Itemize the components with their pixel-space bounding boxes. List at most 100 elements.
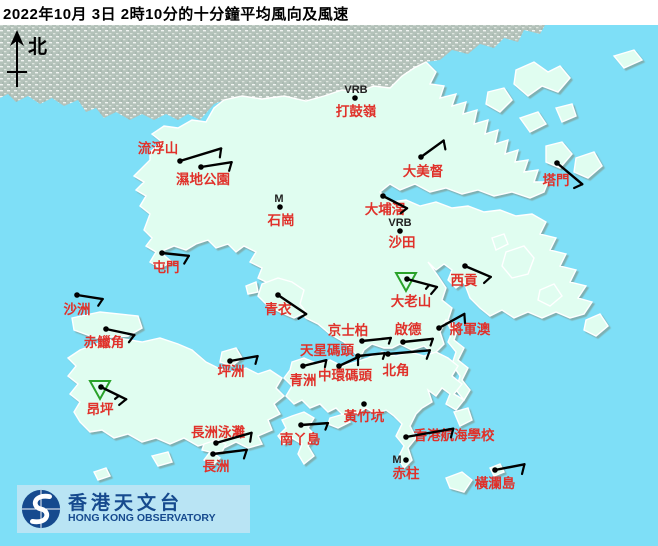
wind-station-label: 京士柏 (328, 322, 369, 338)
wind-station-symbol (213, 431, 253, 446)
station-name-label: 赤柱 (393, 465, 420, 481)
station-name-label: 石崗 (267, 212, 295, 228)
wind-station-symbol: VRB (388, 217, 412, 234)
wind-barb-feather (218, 147, 223, 159)
wind-station-label: 大埔滘 (365, 201, 406, 217)
station-dot (177, 158, 183, 164)
station-status-marker: VRB (388, 217, 411, 229)
wind-barb-shaft (360, 336, 393, 343)
station-dot (352, 95, 358, 101)
wind-barb-feather (297, 312, 308, 320)
wind-station-label: 赤鱲角 (84, 334, 125, 350)
wind-barb-shaft (160, 251, 191, 258)
wind-station-symbol (403, 427, 455, 440)
wind-station-symbol (462, 263, 492, 285)
wind-station-label: 濕地公園 (176, 171, 230, 187)
wind-barb-shaft (437, 312, 466, 330)
wind-barb-feather (573, 183, 584, 190)
station-dot (397, 228, 403, 234)
wind-station-symbol (418, 139, 447, 160)
station-dot (300, 363, 306, 369)
wind-barb-feather (183, 254, 190, 265)
station-name-label: 大美督 (403, 163, 444, 179)
station-name-label: 赤鱲角 (84, 334, 125, 350)
wind-barb-shaft (214, 431, 253, 445)
wind-barb-shaft (276, 293, 308, 316)
wind-station-label: 橫瀾島 (475, 475, 516, 491)
wind-station-symbol (394, 272, 439, 296)
wind-station-label: 中環碼頭 (318, 367, 372, 383)
station-name-label: 大老山 (391, 293, 432, 309)
station-dot (403, 434, 409, 440)
wind-station-label: 北角 (383, 362, 410, 378)
wind-station-label: 長洲泳灘 (191, 424, 245, 440)
wind-barb-shaft (555, 161, 584, 186)
wind-station-symbol (275, 292, 308, 320)
station-name-label: 長洲 (203, 459, 230, 474)
wind-station-symbol (103, 326, 136, 344)
wind-barb-shaft (104, 327, 136, 337)
station-dot (492, 467, 498, 473)
wind-barb-feather (113, 394, 121, 401)
wind-station-label: 黃竹坑 (343, 408, 385, 424)
station-name-label: 屯門 (153, 259, 180, 275)
station-name-label: 北角 (383, 362, 410, 378)
wind-barb-shaft (178, 147, 223, 163)
wind-station-symbol (177, 147, 223, 164)
wind-station-symbol (159, 250, 191, 265)
wind-barb-feather (463, 312, 467, 325)
station-dot (277, 204, 283, 210)
wind-station-label: 南丫島 (280, 431, 321, 447)
station-dot (298, 422, 304, 428)
wind-station-label: 大美督 (403, 163, 444, 179)
hko-logo-banner: 香港天文台 HONG KONG OBSERVATORY (17, 485, 250, 533)
station-dot (462, 263, 468, 269)
wind-barb-feather (381, 352, 386, 360)
station-name-label: 將軍澳 (450, 321, 491, 337)
wind-barb-feather (127, 333, 136, 344)
wind-barb-shaft (404, 427, 455, 439)
station-dot (213, 440, 219, 446)
wind-station-symbol (210, 448, 248, 460)
wind-station-label: 石崗 (267, 212, 295, 228)
wind-station-label: 將軍澳 (450, 321, 491, 337)
wind-barb-shaft (386, 349, 432, 356)
wind-barb-shaft (419, 139, 445, 159)
wind-barb-shaft (228, 354, 259, 363)
station-name-label: 大埔滘 (365, 201, 406, 217)
wind-barb-shaft (405, 277, 439, 289)
wind-station-symbol (380, 193, 409, 215)
station-name-label: 流浮山 (138, 140, 179, 156)
station-name-label: 沙田 (389, 235, 416, 250)
wind-station-symbol (88, 380, 128, 407)
wind-barb-feather (449, 427, 455, 439)
wind-barb-shaft (401, 337, 435, 344)
station-name-label: 西貢 (451, 273, 478, 288)
wind-barb-shaft (211, 448, 248, 456)
station-dot (361, 401, 367, 407)
wind-station-label: 沙洲 (64, 302, 91, 317)
wind-station-label: 長洲 (203, 459, 230, 474)
station-status-marker: VRB (344, 84, 367, 96)
station-dot (336, 363, 342, 369)
station-dot (98, 384, 104, 390)
wind-station-label: 坪洲 (218, 364, 245, 379)
north-label: 北 (28, 36, 47, 58)
wind-station-label: 塔門 (543, 172, 570, 188)
station-name-label: 沙洲 (64, 302, 91, 317)
wind-station-symbol (400, 337, 435, 347)
station-name-label: 塔門 (543, 172, 570, 188)
station-dot (400, 339, 406, 345)
wind-station-symbol: M (392, 454, 409, 466)
wind-barb-shaft (299, 421, 330, 427)
wind-station-symbol: M (274, 193, 284, 210)
station-status-marker: M (392, 454, 401, 466)
north-arrow: 北 (7, 30, 47, 87)
mainland-landmass (0, 25, 545, 120)
station-dot (198, 164, 204, 170)
hko-logo-icon (21, 489, 61, 529)
wind-barb-feather (254, 355, 259, 365)
hko-logo-chinese: 香港天文台 (68, 492, 184, 514)
